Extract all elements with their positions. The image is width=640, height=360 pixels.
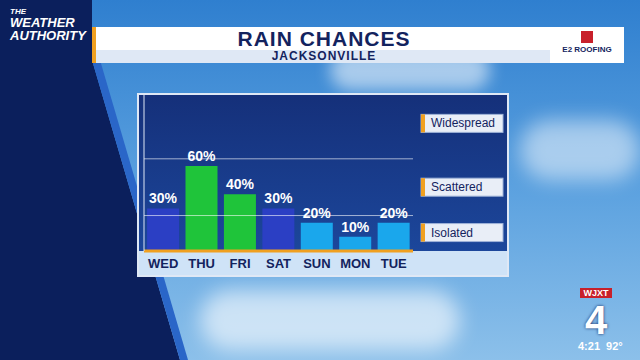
svg-text:WED: WED: [148, 256, 178, 271]
html-text:JACKSONVILLE: JACKSONVILLE: [271, 49, 377, 63]
svg-text:MON: MON: [340, 256, 370, 271]
svg-text:THU: THU: [188, 256, 215, 271]
svg-text:TUE: TUE: [381, 256, 407, 271]
html-text:E2 ROOFING: E2 ROOFING: [562, 45, 612, 54]
svg-text:20%: 20%: [303, 205, 332, 221]
svg-text:30%: 30%: [149, 190, 178, 206]
svg-text:20%: 20%: [380, 205, 409, 221]
html-text:THE: THE: [10, 7, 26, 16]
svg-text:30%: 30%: [264, 190, 293, 206]
html-text:WEATHER: WEATHER: [10, 15, 75, 30]
svg-text:SAT: SAT: [266, 256, 291, 271]
svg-text:40%: 40%: [226, 176, 255, 192]
svg-text:10%: 10%: [341, 219, 370, 235]
html-text:4: 4: [584, 298, 608, 342]
svg-text:Scattered: Scattered: [431, 180, 482, 194]
html-text:92°: 92°: [606, 340, 623, 352]
svg-text:Isolated: Isolated: [431, 226, 473, 240]
html-text:WJXT: WJXT: [583, 288, 609, 298]
svg-text:Widespread: Widespread: [431, 116, 495, 130]
html-text:RAIN CHANCES: RAIN CHANCES: [237, 27, 411, 50]
html-text:4:21: 4:21: [578, 340, 600, 352]
svg-text:FRI: FRI: [230, 256, 251, 271]
html-text:AUTHORITY: AUTHORITY: [10, 28, 86, 43]
svg-text:60%: 60%: [187, 148, 216, 164]
svg-text:SUN: SUN: [303, 256, 330, 271]
